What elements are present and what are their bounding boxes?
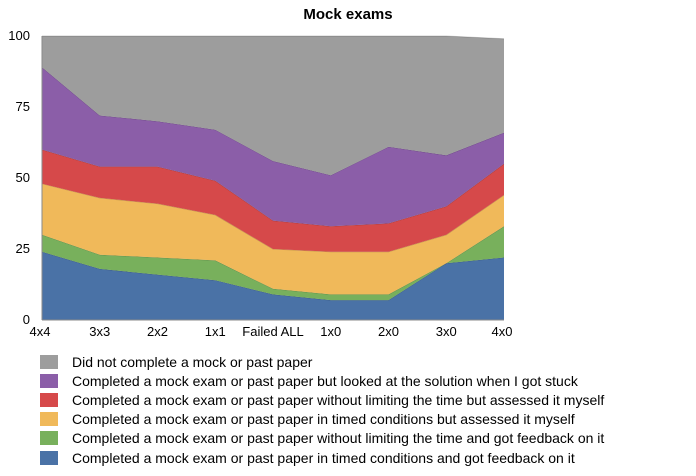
legend-swatch bbox=[40, 354, 58, 369]
x-tick-label: 2x2 bbox=[147, 324, 168, 339]
legend: Did not complete a mock or past paper Com… bbox=[40, 352, 690, 467]
legend-item: Completed a mock exam or past paper in t… bbox=[40, 448, 690, 467]
y-tick-label: 0 bbox=[23, 312, 30, 327]
y-tick-label: 50 bbox=[16, 170, 30, 185]
x-tick-label: 1x0 bbox=[320, 324, 341, 339]
x-tick-label: 3x0 bbox=[436, 324, 457, 339]
x-tick-label: 2x0 bbox=[378, 324, 399, 339]
x-tick-label: Failed ALL bbox=[242, 324, 303, 339]
y-tick-label: 75 bbox=[16, 99, 30, 114]
legend-label: Completed a mock exam or past paper in t… bbox=[72, 411, 575, 428]
x-tick-label: 3x3 bbox=[89, 324, 110, 339]
legend-label: Completed a mock exam or past paper in t… bbox=[72, 449, 575, 466]
area-series-1 bbox=[42, 226, 504, 301]
x-tick-label: 1x1 bbox=[205, 324, 226, 339]
legend-item: Completed a mock exam or past paper in t… bbox=[40, 410, 690, 429]
legend-item: Completed a mock exam or past paper with… bbox=[40, 390, 690, 409]
legend-label: Completed a mock exam or past paper but … bbox=[72, 372, 578, 389]
area-series-4 bbox=[42, 67, 504, 227]
area-series-5 bbox=[42, 36, 504, 176]
legend-item: Completed a mock exam or past paper but … bbox=[40, 371, 690, 390]
x-tick-label: 4x4 bbox=[30, 324, 51, 339]
legend-item: Completed a mock exam or past paper with… bbox=[40, 429, 690, 448]
legend-swatch bbox=[40, 450, 58, 465]
area-series-3 bbox=[42, 149, 504, 252]
area-series-0 bbox=[42, 251, 504, 320]
area-series-2 bbox=[42, 183, 504, 295]
y-tick-label: 25 bbox=[16, 241, 30, 256]
chart-title: Mock exams bbox=[303, 6, 393, 23]
legend-label: Completed a mock exam or past paper with… bbox=[72, 391, 605, 408]
y-tick-label: 100 bbox=[8, 28, 30, 43]
legend-swatch bbox=[40, 431, 58, 446]
plot-area: 0 25 50 75 100 4x4 3x3 2x2 1x1 Failed ALL 1x0 2x0 3x… bbox=[8, 28, 513, 339]
legend-label: Completed a mock exam or past paper with… bbox=[72, 430, 605, 447]
legend-item: Did not complete a mock or past paper bbox=[40, 352, 690, 371]
x-tick-label: 4x0 bbox=[492, 324, 513, 339]
legend-label: Did not complete a mock or past paper bbox=[72, 353, 313, 370]
legend-swatch bbox=[40, 392, 58, 407]
legend-swatch bbox=[40, 373, 58, 388]
legend-swatch bbox=[40, 412, 58, 427]
series-line-5 bbox=[42, 35, 505, 40]
